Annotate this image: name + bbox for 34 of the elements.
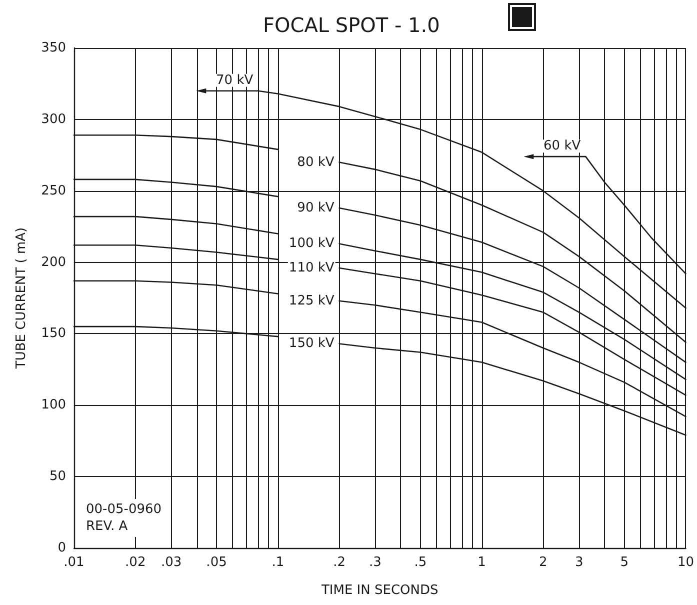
x-tick-label: .2: [333, 555, 346, 570]
x-tick-label: 2: [539, 555, 548, 570]
y-tick-label: 350: [41, 40, 66, 56]
y-tick-label: 0: [58, 540, 66, 556]
y-tick-label: 250: [41, 183, 66, 198]
series-label: 70 kV: [216, 72, 254, 88]
x-tick-label: .02: [125, 555, 146, 570]
y-tick-label: 150: [41, 326, 66, 342]
x-tick-label: .03: [160, 555, 182, 570]
y-tick-label: 200: [41, 254, 66, 270]
y-axis-title: TUBE CURRENT ( mA): [14, 227, 29, 370]
y-tick-label: 300: [41, 112, 66, 127]
series-label: 80 kV: [297, 154, 334, 170]
y-tick-label: 100: [41, 398, 66, 413]
x-tick-label: 10: [677, 555, 694, 570]
series-label: 125 kV: [288, 293, 334, 308]
x-tick-label: .01: [64, 555, 84, 570]
annotation: 00-05-0960: [86, 502, 162, 517]
chart-title: FOCAL SPOT - 1.0: [263, 13, 440, 37]
x-axis-title: TIME IN SECONDS: [320, 583, 438, 598]
x-tick-label: 5: [620, 555, 628, 570]
annotation: REV. A: [86, 519, 128, 534]
series-label: 110 kV: [288, 260, 334, 276]
series-label: 90 kV: [297, 200, 334, 216]
x-tick-label: 3: [574, 555, 584, 570]
series-label: 100 kV: [288, 236, 334, 252]
series-label: 60 kV: [544, 138, 581, 154]
x-tick-label: .1: [272, 555, 284, 570]
x-tick-label: 1: [478, 555, 486, 570]
series-label: 150 kV: [288, 336, 334, 352]
x-tick-label: .3: [368, 555, 382, 570]
x-tick-label: .5: [414, 555, 427, 570]
y-tick-label: 50: [49, 469, 66, 484]
x-tick-label: .05: [206, 555, 227, 570]
